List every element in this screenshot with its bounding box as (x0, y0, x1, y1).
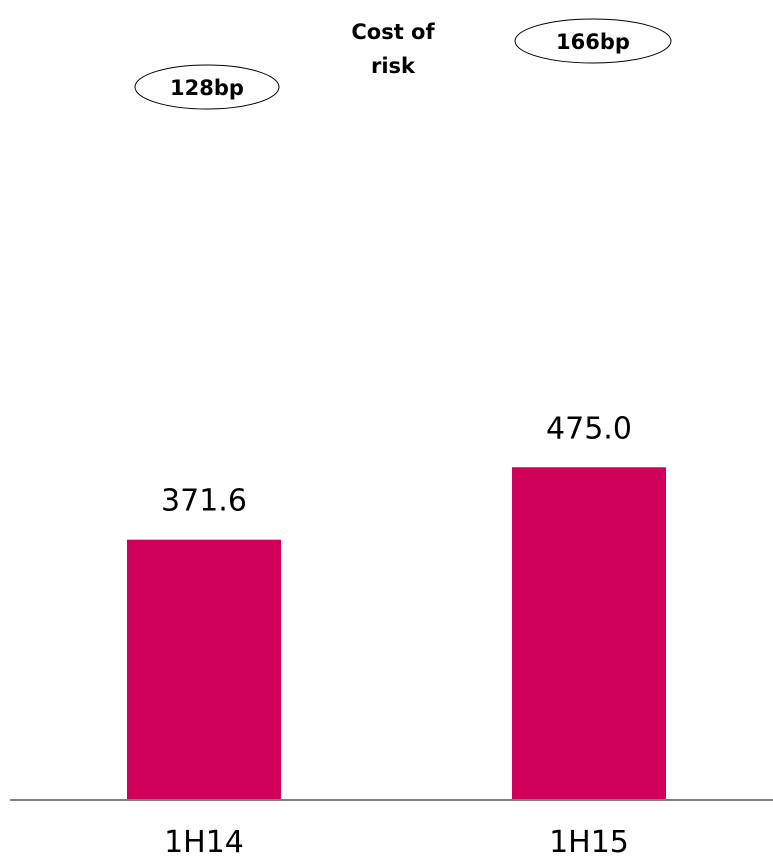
cost-of-risk-value-1h14: 128bp (170, 76, 244, 100)
category-label-1h14: 1H14 (164, 825, 244, 860)
chart-title-line-1: Cost of (351, 20, 435, 44)
bar-1h15 (512, 467, 666, 800)
value-label-1h14: 371.6 (161, 484, 247, 519)
cost-of-risk-bubble-1h14 (134, 64, 280, 110)
cost-of-risk-value-1h15: 166bp (556, 30, 630, 54)
chart-title-line-2: risk (371, 54, 416, 78)
bar-1h14 (127, 539, 281, 800)
cost-of-risk-bubble-1h15 (514, 18, 672, 64)
category-label-1h15: 1H15 (549, 825, 629, 860)
value-label-1h15: 475.0 (546, 411, 632, 446)
